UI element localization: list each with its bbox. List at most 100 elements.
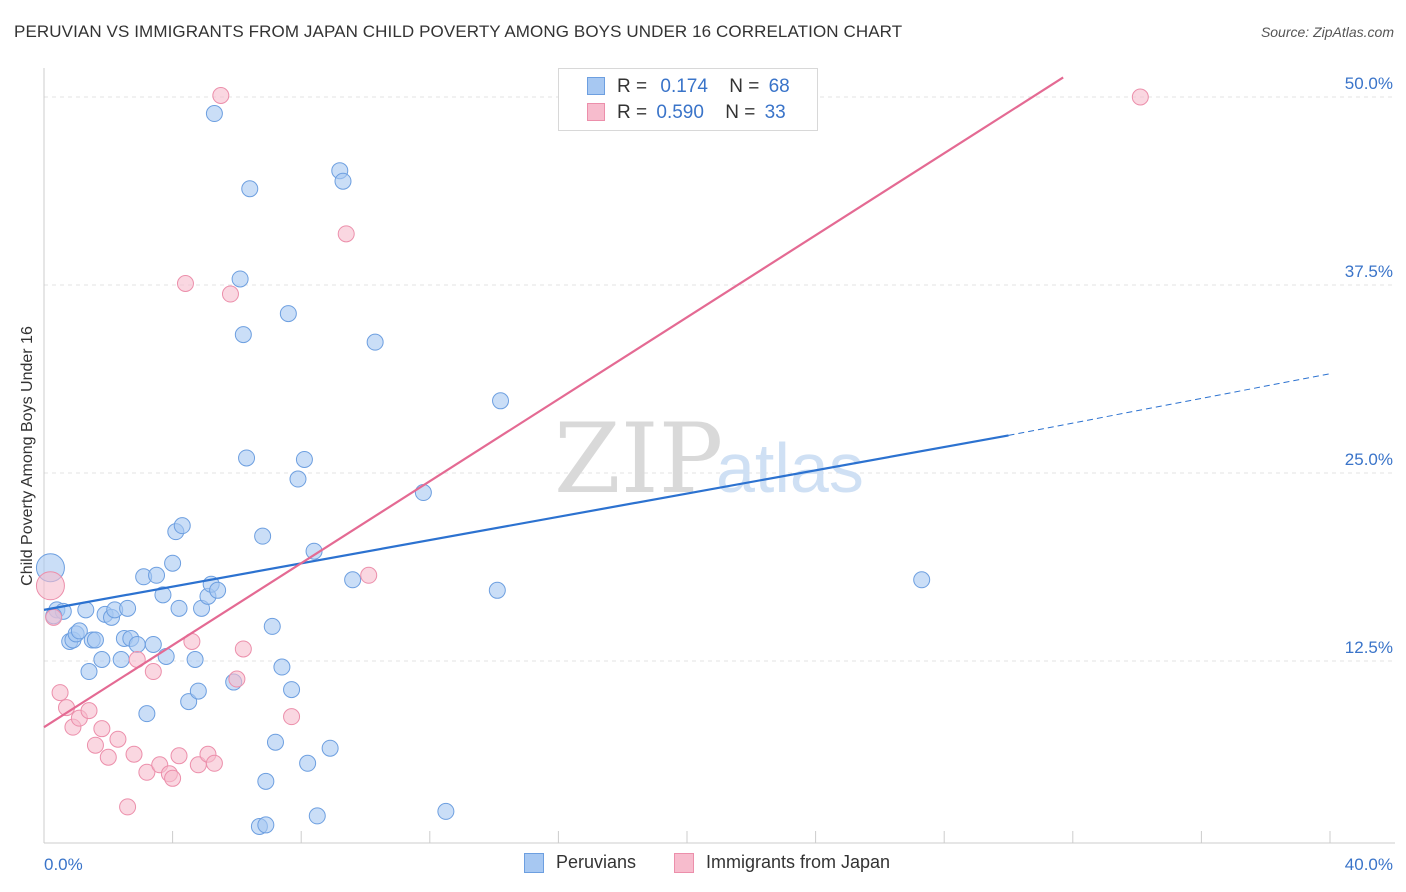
r-value: 0.590: [656, 102, 704, 123]
japan-point: [86, 736, 104, 754]
japan-point: [228, 670, 246, 688]
peruvians-point: [119, 599, 137, 617]
x-tick-label: 0.0%: [44, 855, 83, 874]
peruvians-trend-line: [43, 434, 1009, 611]
peruvians-point: [205, 105, 223, 123]
peruvians-swatch: [524, 853, 544, 873]
peruvians-point: [257, 816, 275, 834]
japan-point: [109, 730, 127, 748]
peruvians-point: [308, 807, 326, 825]
r-label: R =: [617, 102, 648, 123]
japan-point: [221, 285, 239, 303]
peruvians-point: [344, 571, 362, 589]
peruvians-point: [254, 527, 272, 545]
peruvians-point: [241, 180, 259, 198]
japan-point: [35, 571, 65, 601]
peruvians-point: [138, 705, 156, 723]
y-tick-label: 50.0%: [1345, 74, 1393, 93]
tick-labels: 12.5% 25.0% 37.5% 50.0% 0.0% 40.0%: [44, 74, 1393, 874]
japan-point: [80, 702, 98, 720]
y-tick-label: 12.5%: [1345, 638, 1393, 657]
r-label: R =: [617, 76, 648, 97]
peruvians-point: [148, 566, 166, 584]
n-value: 68: [768, 76, 790, 97]
peruvians-point: [295, 450, 313, 468]
peruvians-point: [266, 733, 284, 751]
peruvians-point: [144, 635, 162, 653]
peruvians-point: [112, 650, 130, 668]
peruvians-point: [234, 326, 252, 344]
peruvians-point: [488, 581, 506, 599]
peruvians-point: [186, 650, 204, 668]
peruvians-point: [366, 333, 384, 351]
legend-row-text: R = 0.174 N = 68: [617, 76, 790, 98]
peruvians-point: [289, 470, 307, 488]
peruvians-point: [263, 617, 281, 635]
legend-row-text: R = 0.590 N = 33: [617, 102, 786, 124]
source-label: Source: ZipAtlas.com: [1260, 24, 1394, 40]
japan-point: [99, 748, 117, 766]
peruvians-point: [283, 681, 301, 699]
correlation-legend: R = 0.174 N = 68 R = 0.590 N = 33: [558, 68, 818, 131]
peruvians-point: [154, 586, 172, 604]
peruvians-point: [93, 650, 111, 668]
legend-label: Peruvians: [556, 852, 637, 872]
peruvians-point: [279, 305, 297, 323]
japan-point: [212, 86, 230, 104]
peruvians-point: [238, 449, 256, 467]
japan-point: [93, 720, 111, 738]
peruvians-point: [128, 635, 146, 653]
japan-point: [283, 708, 301, 726]
y-tick-label: 25.0%: [1345, 450, 1393, 469]
watermark: ZIP atlas: [554, 403, 864, 515]
japan-point: [144, 663, 162, 681]
peruvians-point: [164, 554, 182, 572]
japan-point: [234, 640, 252, 658]
peruvians-point: [231, 270, 249, 288]
japan-point: [164, 769, 182, 787]
japan-point: [1131, 88, 1149, 106]
peruvians-point: [334, 172, 352, 190]
peruvians-point: [189, 682, 207, 700]
trend-lines: [43, 76, 1331, 729]
peruvians-point: [492, 392, 510, 410]
japan-point: [205, 754, 223, 772]
peruvians-point: [414, 484, 432, 502]
peruvians-point: [180, 693, 198, 711]
peruvians-trend-extension: [1008, 373, 1331, 436]
japan-point: [45, 608, 63, 626]
n-label: N =: [729, 76, 760, 97]
peruvians-point: [299, 754, 317, 772]
x-tick-label: 40.0%: [1345, 855, 1393, 874]
japan-trend-line: [43, 76, 1064, 729]
japan-point: [138, 763, 156, 781]
y-tick-label: 37.5%: [1345, 262, 1393, 281]
axes: [43, 68, 1395, 844]
watermark-atlas: atlas: [716, 429, 864, 507]
n-value: 33: [764, 102, 786, 123]
peruvians-point: [80, 663, 98, 681]
n-label: N =: [725, 102, 756, 123]
japan-point: [176, 274, 194, 292]
chart-title: PERUVIAN VS IMMIGRANTS FROM JAPAN CHILD …: [14, 22, 903, 41]
japan-point: [337, 225, 355, 243]
japan-point: [119, 798, 137, 816]
peruvians-point: [170, 599, 188, 617]
watermark-zip: ZIP: [554, 403, 723, 515]
peruvians-swatch: [587, 77, 605, 95]
peruvians-point: [257, 772, 275, 790]
japan-point: [51, 684, 69, 702]
japan-point: [360, 566, 378, 584]
peruvians-point: [173, 517, 191, 535]
peruvians-point: [70, 622, 88, 640]
japan-swatch: [587, 103, 605, 121]
japan-point: [170, 747, 188, 765]
peruvians-point: [209, 581, 227, 599]
peruvians-point: [437, 802, 455, 820]
peruvians-point: [273, 658, 291, 676]
peruvians-point: [86, 631, 104, 649]
r-value: 0.174: [660, 76, 708, 97]
peruvians-point: [321, 739, 339, 757]
japan-point: [125, 745, 143, 763]
